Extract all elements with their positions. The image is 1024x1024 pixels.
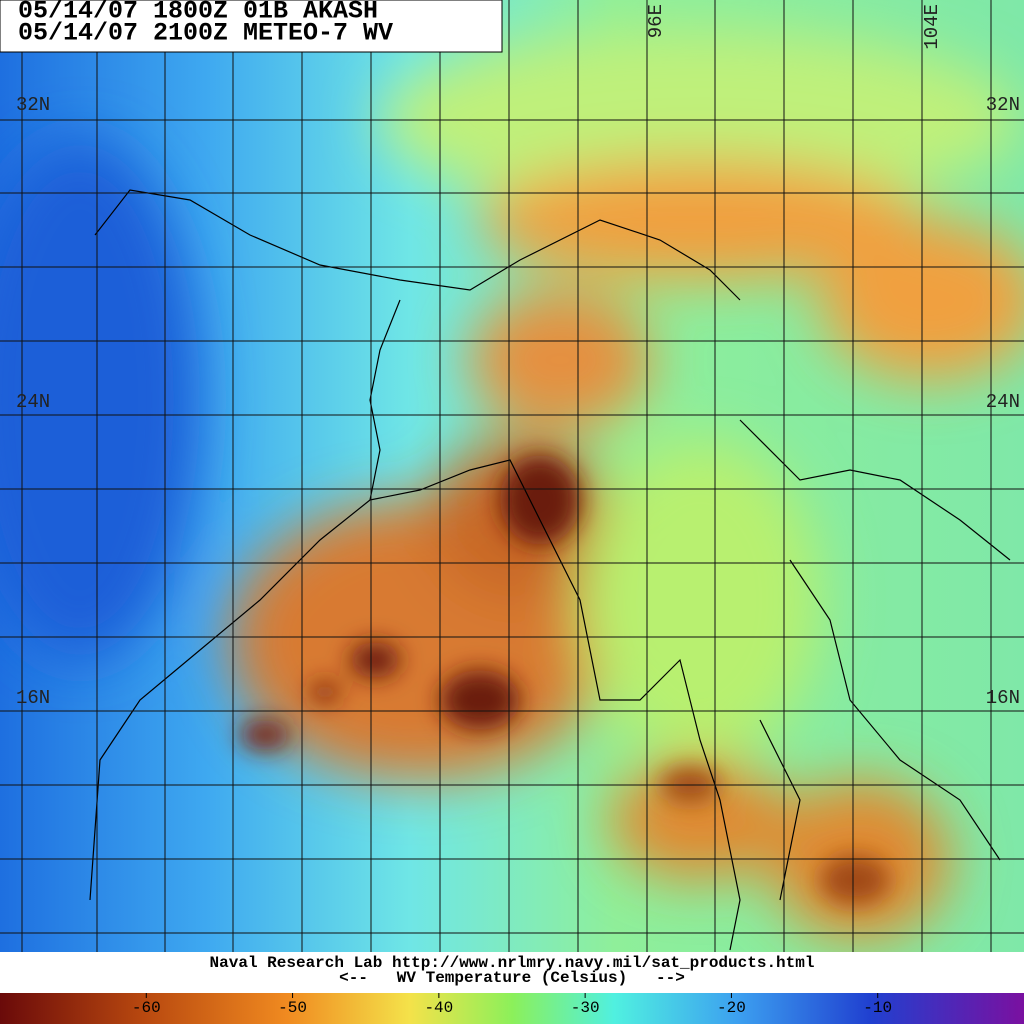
lat-label: 32N [986, 94, 1020, 116]
lat-label: 32N [16, 94, 50, 116]
scale-title: <-- WV Temperature (Celsius) --> [339, 969, 685, 987]
lat-label: 16N [986, 687, 1020, 709]
colorbar-tick-label: -50 [278, 999, 307, 1017]
colorbar: -60 -50 -40 -30 -20 -10 [0, 993, 1024, 1024]
lat-lon-grid [0, 0, 1024, 952]
imagery [0, 0, 1024, 952]
lat-label: 16N [16, 687, 50, 709]
lat-label: 24N [986, 391, 1020, 413]
colorbar-tick-label: -40 [424, 999, 453, 1017]
credit: Naval Research Lab http://www.nrlmry.nav… [210, 954, 815, 972]
header: 05/14/07 1800Z 01B AKASH 05/14/07 2100Z … [0, 0, 503, 53]
lat-label: 24N [16, 391, 50, 413]
footer: Naval Research Lab http://www.nrlmry.nav… [0, 952, 1024, 993]
colorbar-tick-label: -30 [571, 999, 600, 1017]
header-line: 05/14/07 1800Z 01B AKASH [18, 0, 378, 26]
colorbar-tick-label: -20 [717, 999, 746, 1017]
header-line: 05/14/07 2100Z METEO-7 WV [18, 19, 393, 48]
colorbar-tick-label: -60 [132, 999, 161, 1017]
colorbar-tick-label: -10 [863, 999, 892, 1017]
lon-label: 104E [921, 4, 943, 50]
lat-labels: 32N 32N 24N 24N 16N 16N 96E 104E [16, 4, 1020, 709]
lon-label: 96E [645, 4, 667, 38]
